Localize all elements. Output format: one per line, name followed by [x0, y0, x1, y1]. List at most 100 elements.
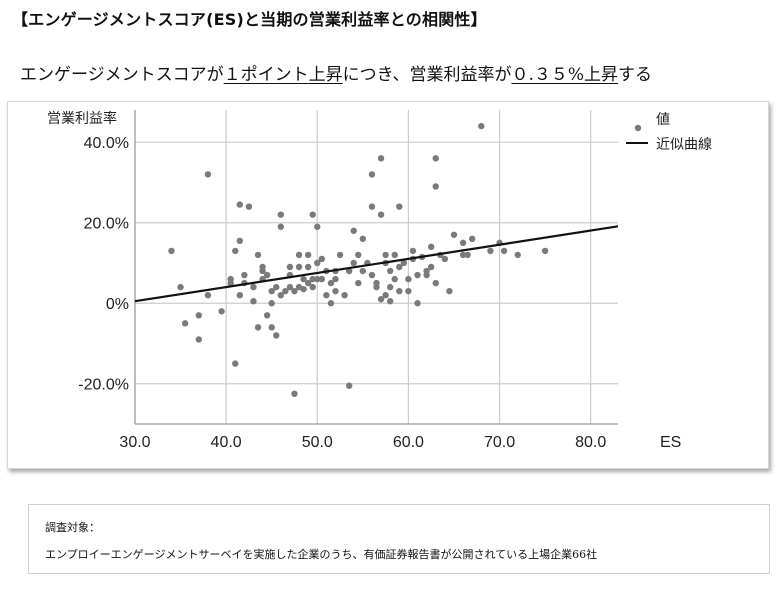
data-point — [345, 382, 353, 389]
data-point — [250, 298, 257, 305]
data-point — [314, 223, 321, 230]
x-tick-label: 60.0 — [393, 434, 424, 451]
headline-highlight-es: １ポイント上昇 — [223, 65, 343, 85]
data-point — [277, 291, 285, 299]
data-point — [377, 296, 385, 303]
legend-label-line: 近似曲線 — [656, 136, 712, 152]
data-point — [427, 263, 435, 271]
data-point — [336, 251, 344, 259]
data-point — [386, 283, 394, 291]
data-point — [304, 279, 312, 287]
data-point — [250, 283, 257, 291]
page-title: 【エンゲージメントスコア(ES)と当期の営業利益率との相関性】 — [12, 10, 487, 29]
data-point — [254, 324, 262, 331]
data-point — [236, 237, 244, 245]
y-tick-label: 0% — [106, 296, 129, 313]
data-point — [373, 283, 380, 291]
data-point — [391, 251, 398, 259]
data-point — [427, 243, 435, 251]
x-tick-label: 40.0 — [211, 434, 242, 451]
data-point — [414, 271, 421, 279]
data-point — [377, 211, 385, 218]
data-point — [368, 171, 376, 178]
data-point — [432, 183, 439, 190]
data-point — [277, 223, 285, 230]
data-point — [359, 235, 367, 243]
data-point — [441, 255, 449, 263]
data-point — [400, 259, 408, 267]
data-point — [268, 324, 275, 331]
data-point — [323, 291, 330, 299]
legend-label-points: 値 — [656, 111, 670, 127]
data-point — [355, 279, 362, 287]
data-point — [232, 360, 239, 367]
data-point — [291, 390, 298, 398]
data-point — [273, 283, 280, 291]
data-point — [468, 235, 476, 243]
data-point — [304, 251, 312, 259]
data-point — [304, 263, 312, 271]
data-point — [432, 279, 439, 287]
data-point — [396, 263, 403, 271]
data-point — [177, 283, 184, 291]
data-point — [459, 251, 467, 259]
data-point — [382, 251, 389, 259]
data-point — [405, 287, 412, 295]
data-point — [382, 291, 389, 299]
data-point — [332, 287, 339, 295]
data-point — [227, 279, 234, 287]
data-point — [295, 251, 303, 259]
data-point — [300, 275, 307, 283]
y-tick-label: 20.0% — [84, 216, 129, 233]
data-point — [273, 332, 280, 339]
data-point — [263, 271, 271, 279]
headline-highlight-margin: ０.３５%上昇 — [511, 65, 619, 85]
data-point — [514, 251, 521, 259]
data-point — [500, 247, 508, 255]
headline: エンゲージメントスコアが１ポイント上昇につき、営業利益率が０.３５%上昇する — [20, 60, 652, 85]
headline-middle: につき、営業利益率が — [342, 65, 512, 85]
data-point — [168, 247, 175, 255]
data-point — [204, 291, 212, 299]
data-point — [464, 251, 471, 259]
data-point — [195, 312, 202, 319]
data-point — [309, 211, 316, 218]
data-point — [386, 267, 394, 275]
data-point — [195, 336, 202, 343]
data-point — [263, 312, 271, 319]
data-point — [423, 271, 430, 279]
data-point — [359, 267, 367, 275]
data-point — [341, 291, 348, 299]
scatter-chart: 30.0 40.0 50.0 60.0 70.0 80.0 -20.0% 0% 20.0% 40.… — [47, 110, 712, 451]
data-point — [295, 263, 303, 271]
data-point — [332, 275, 339, 283]
data-point — [241, 271, 248, 279]
data-point — [309, 275, 316, 283]
data-point — [236, 201, 244, 208]
data-point — [309, 283, 316, 291]
data-point — [232, 247, 239, 255]
data-point — [396, 287, 403, 295]
data-point — [318, 275, 326, 283]
chart-frame: 30.0 40.0 50.0 60.0 70.0 80.0 -20.0% 0% 20.0% 40.… — [7, 101, 769, 469]
data-point — [254, 251, 262, 259]
data-point — [282, 287, 289, 295]
data-point — [314, 275, 321, 283]
data-point — [368, 203, 376, 210]
note-label: 調査対象： — [45, 521, 100, 534]
data-point — [286, 263, 294, 271]
data-point — [414, 300, 421, 307]
data-point — [318, 255, 326, 263]
data-point — [345, 267, 353, 275]
data-point — [487, 247, 494, 255]
data-point — [245, 203, 253, 210]
x-tick-label: 30.0 — [119, 434, 150, 451]
headline-suffix: する — [618, 65, 653, 85]
data-point — [432, 155, 439, 162]
x-tick-label: 50.0 — [302, 434, 333, 451]
data-point — [450, 231, 458, 238]
data-point — [396, 203, 403, 210]
note-box: 調査対象： エンプロイーエンゲージメントサーベイを実施した企業のうち、有価証券報… — [28, 504, 770, 574]
data-point — [291, 287, 298, 295]
data-point — [300, 285, 307, 293]
